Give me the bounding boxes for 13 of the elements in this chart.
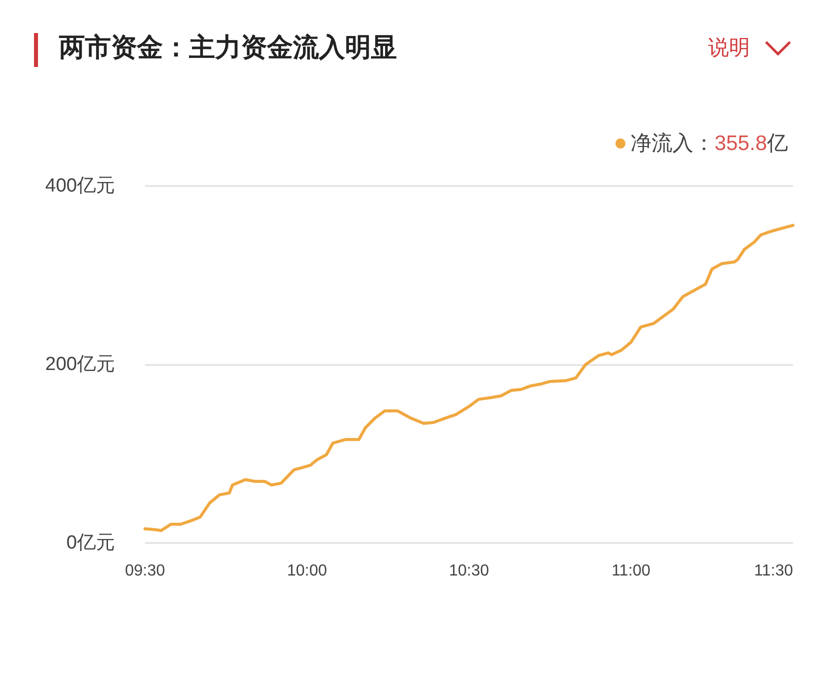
x-tick-label: 09:30	[124, 562, 166, 580]
x-tick-label: 10:00	[286, 562, 328, 580]
y-tick-label: 0亿元	[66, 532, 115, 554]
line-series	[144, 224, 794, 532]
chart-title: 两市资金：主力资金流入明显	[58, 33, 397, 63]
legend-label: 净流入：	[630, 132, 714, 155]
text: 说明	[708, 36, 750, 60]
y-tick-label: 400亿元	[45, 176, 115, 196]
x-tick-label: 10:30	[448, 562, 490, 580]
y-tick-label: 200亿元	[45, 354, 115, 375]
x-tick-label: 11:30	[754, 562, 794, 580]
text: 355.8亿	[714, 132, 788, 155]
x-tick-label: 11:00	[612, 562, 651, 580]
